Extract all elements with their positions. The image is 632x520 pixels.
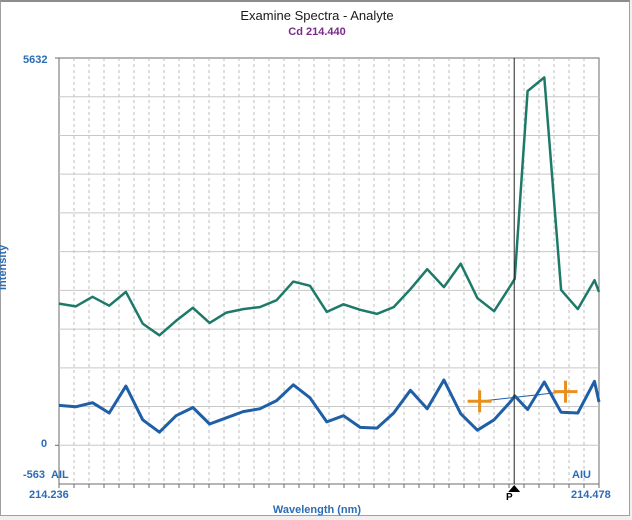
spectrum-line-2 [58,378,601,434]
y-min-tick: -563 [23,469,46,481]
chart-title: Examine Spectra - Analyte [240,8,394,23]
peak-arrow-icon [508,485,521,492]
spectrum-line-1 [58,76,601,337]
x-axis-label: Wavelength (nm) [272,504,362,516]
background-baseline [479,391,566,402]
y-max-tick: 5632 [23,54,48,66]
ail-marker: AIL [51,469,69,481]
peak-label: P [506,492,513,503]
y-axis-label: Intensity [0,244,9,290]
aiu-marker: AIU [572,469,591,481]
x-max-tick: 214.478 [571,489,611,501]
chart-subtitle: Cd 214.440 [288,26,346,38]
y-zero-tick: 0 [41,438,48,450]
x-min-tick: 214.236 [29,489,69,501]
